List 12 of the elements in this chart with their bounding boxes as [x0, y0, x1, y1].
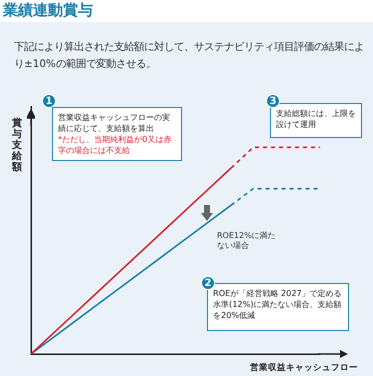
annotation: ROEが「経営戦略 2027」で定める水準(12%)に満たない場合、支給額を20%低減 [213, 288, 343, 321]
chart-title: 業績連動賞与 [3, 1, 93, 20]
text: 支給総額には、上限を設けて運用 [276, 108, 356, 130]
x-axis-title: 営業収益キャッシュフロー [250, 362, 358, 374]
annotation: ROE12%に満たない場合 [217, 231, 277, 251]
y-axis-title: 賞与支給額 [12, 118, 23, 173]
annotation: 2 [204, 278, 212, 289]
text: 1 [42, 94, 56, 108]
chart-subtitle: 下記により算出された支給額に対して、サステナビリティ項目評価の結果により±10%の範囲で変動させる。 [14, 40, 364, 72]
annotation: *ただし、当期純利益が0又は赤字の場合には不支給 [58, 134, 172, 156]
text: 3 [266, 94, 280, 108]
text: 営業収益キャッシュフローの実績に応じて、支給額を算出 [58, 112, 171, 134]
